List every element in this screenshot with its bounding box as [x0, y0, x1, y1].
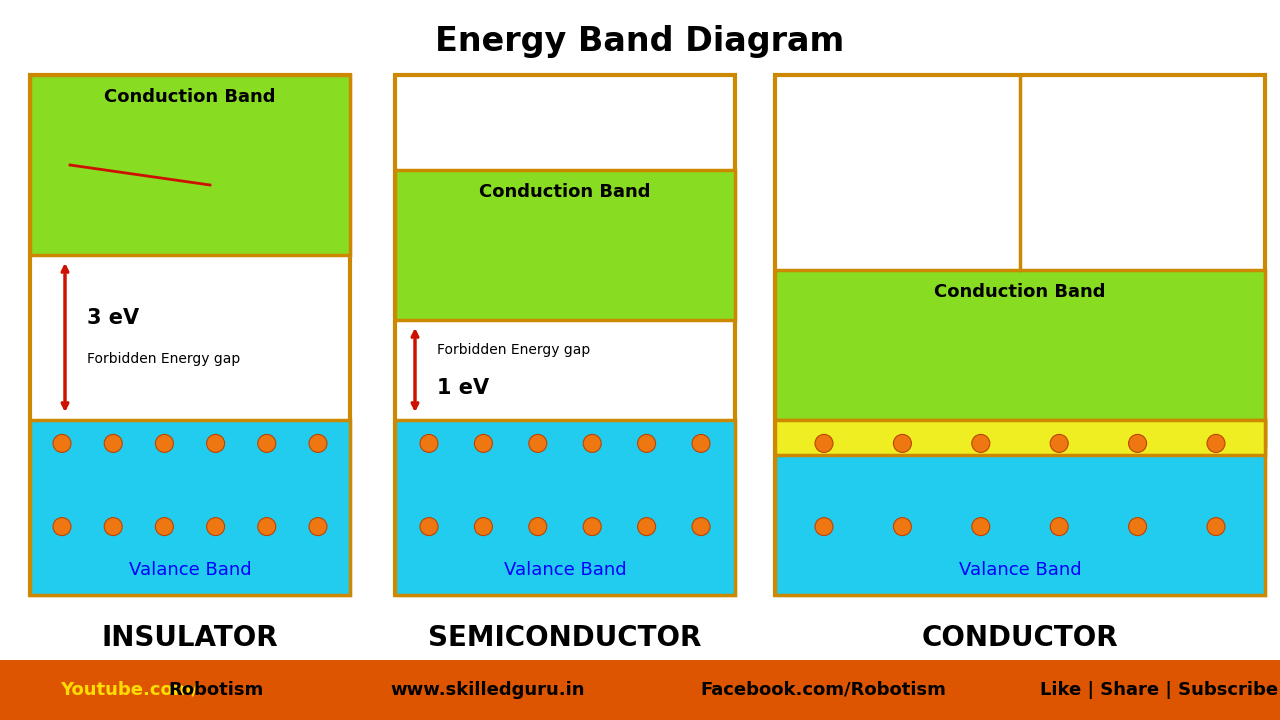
- Circle shape: [1050, 434, 1069, 452]
- Text: Conduction Band: Conduction Band: [934, 283, 1106, 301]
- Circle shape: [104, 434, 122, 452]
- Circle shape: [52, 434, 70, 452]
- Circle shape: [475, 518, 493, 536]
- Bar: [29, 420, 349, 595]
- Text: CONDUCTOR: CONDUCTOR: [922, 624, 1119, 652]
- Text: Valance Band: Valance Band: [129, 561, 251, 579]
- Circle shape: [155, 518, 173, 536]
- Text: Facebook.com/Robotism: Facebook.com/Robotism: [700, 681, 946, 699]
- Bar: [774, 270, 1265, 445]
- Circle shape: [308, 518, 326, 536]
- Circle shape: [893, 518, 911, 536]
- Bar: [0, 660, 1280, 720]
- Text: Youtube.com/: Youtube.com/: [60, 681, 198, 699]
- Circle shape: [257, 518, 275, 536]
- Bar: [29, 75, 349, 595]
- Circle shape: [52, 518, 70, 536]
- Circle shape: [584, 518, 602, 536]
- Text: SEMICONDUCTOR: SEMICONDUCTOR: [429, 624, 701, 652]
- Circle shape: [1129, 518, 1147, 536]
- Circle shape: [815, 518, 833, 536]
- Circle shape: [206, 434, 224, 452]
- Text: INSULATOR: INSULATOR: [101, 624, 278, 652]
- Circle shape: [420, 518, 438, 536]
- Circle shape: [529, 518, 547, 536]
- Circle shape: [815, 434, 833, 452]
- Circle shape: [1207, 434, 1225, 452]
- Bar: [396, 170, 735, 320]
- Circle shape: [584, 434, 602, 452]
- Circle shape: [257, 434, 275, 452]
- Text: Energy Band Diagram: Energy Band Diagram: [435, 25, 845, 58]
- Circle shape: [155, 434, 173, 452]
- Bar: [396, 75, 735, 595]
- Circle shape: [972, 518, 989, 536]
- Text: www.skilledguru.in: www.skilledguru.in: [390, 681, 585, 699]
- Circle shape: [420, 434, 438, 452]
- Text: 3 eV: 3 eV: [87, 307, 140, 328]
- Bar: [774, 75, 1265, 595]
- Text: Conduction Band: Conduction Band: [479, 183, 650, 201]
- Circle shape: [104, 518, 122, 536]
- Text: Forbidden Energy gap: Forbidden Energy gap: [87, 353, 241, 366]
- Circle shape: [206, 518, 224, 536]
- Text: Like | Share | Subscribe: Like | Share | Subscribe: [1039, 681, 1279, 699]
- Circle shape: [637, 434, 655, 452]
- Bar: [396, 420, 735, 595]
- Circle shape: [637, 518, 655, 536]
- Circle shape: [1207, 518, 1225, 536]
- Circle shape: [1050, 518, 1069, 536]
- Circle shape: [893, 434, 911, 452]
- Bar: [774, 420, 1265, 595]
- Circle shape: [692, 518, 710, 536]
- Circle shape: [692, 434, 710, 452]
- Circle shape: [1129, 434, 1147, 452]
- Circle shape: [972, 434, 989, 452]
- Circle shape: [308, 434, 326, 452]
- Text: Conduction Band: Conduction Band: [104, 88, 275, 106]
- Bar: [774, 420, 1265, 455]
- Text: Valance Band: Valance Band: [959, 561, 1082, 579]
- Text: Robotism: Robotism: [168, 681, 264, 699]
- Bar: [29, 75, 349, 255]
- Text: Forbidden Energy gap: Forbidden Energy gap: [436, 343, 590, 357]
- Text: Valance Band: Valance Band: [504, 561, 626, 579]
- Text: 1 eV: 1 eV: [436, 378, 489, 398]
- Circle shape: [529, 434, 547, 452]
- Circle shape: [475, 434, 493, 452]
